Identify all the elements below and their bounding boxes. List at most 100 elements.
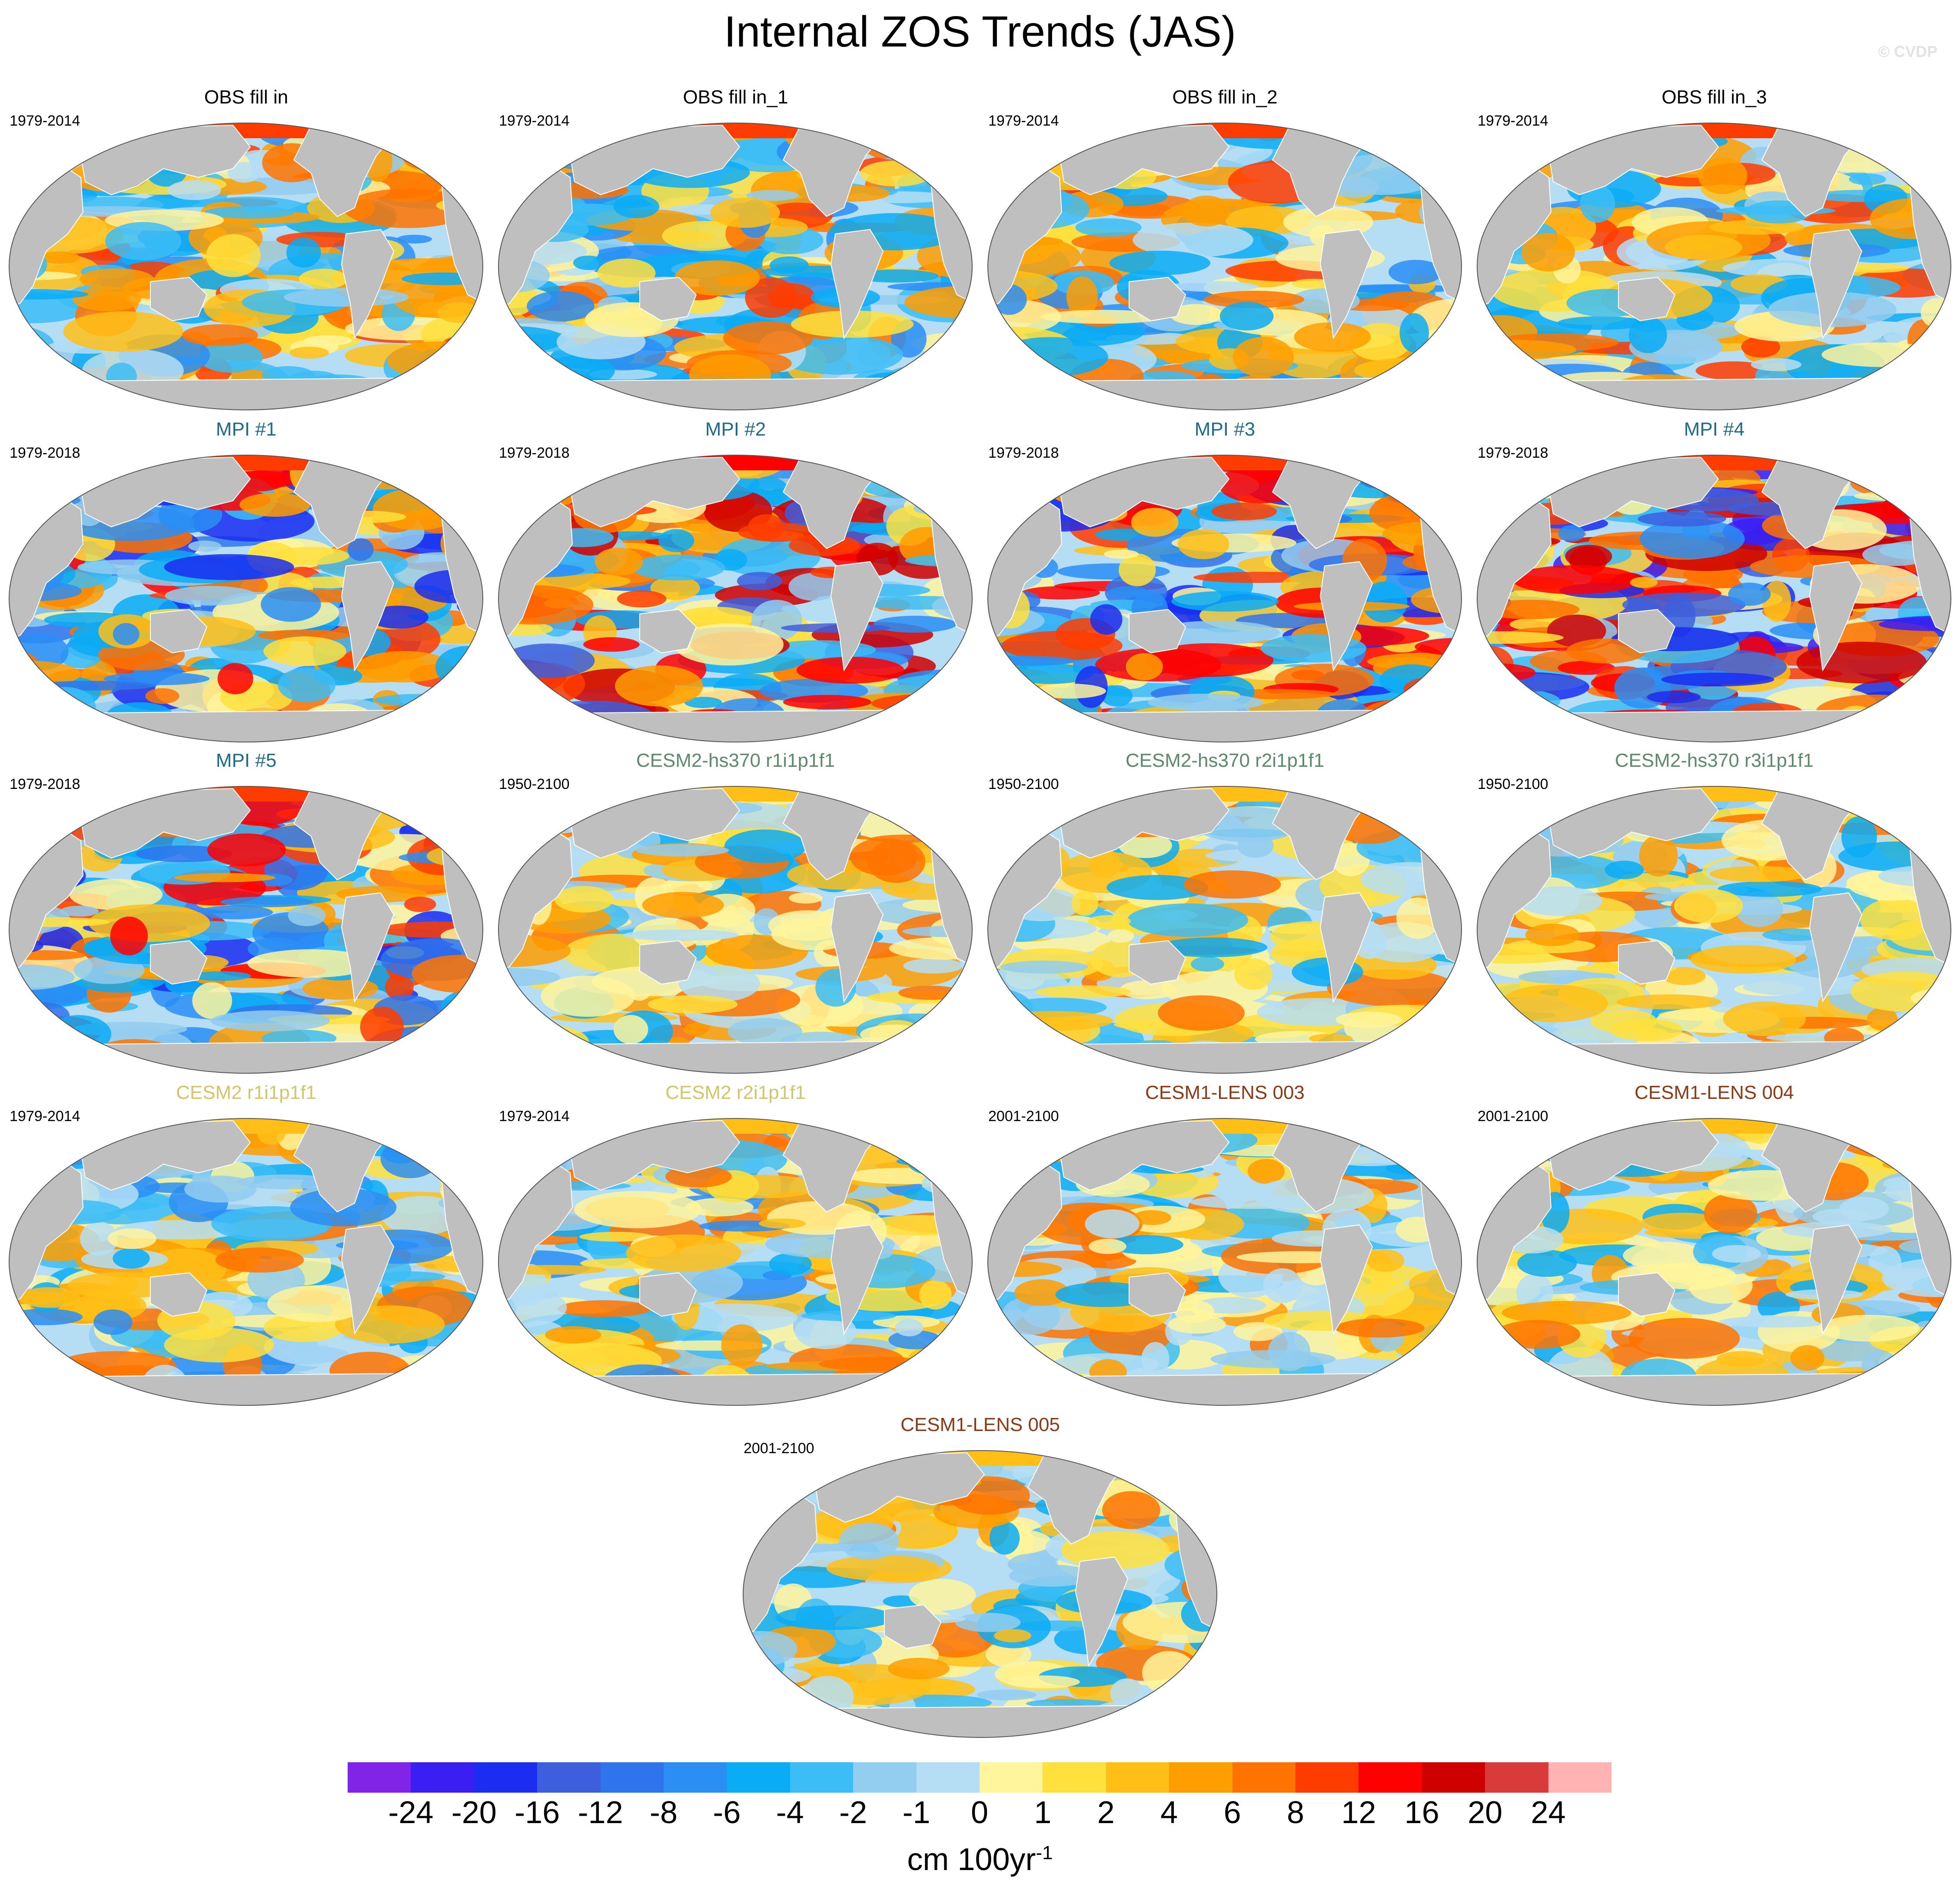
world-map (498, 786, 973, 1074)
map-panel: OBS fill in_3 1979-2014 (1470, 86, 1959, 416)
world-map (498, 1118, 973, 1406)
world-map (987, 1118, 1462, 1406)
world-map (987, 123, 1462, 410)
colorbar-tick: -16 (515, 1795, 560, 1830)
colorbar-swatch (1106, 1762, 1169, 1793)
panel-title: OBS fill in_2 (1172, 87, 1278, 108)
panel-title: CESM1-LENS 003 (1145, 1082, 1305, 1103)
colorbar-swatch (1169, 1762, 1233, 1793)
colorbar-tick: 0 (970, 1795, 989, 1830)
map-panel: CESM2-hs370 r3i1p1f1 1950-2100 (1470, 749, 1959, 1080)
colorbar-swatch (600, 1762, 664, 1793)
panel-title: MPI #3 (1194, 419, 1256, 440)
credit-watermark: © CVDP (1878, 43, 1937, 60)
world-map (987, 786, 1462, 1074)
map-panel: OBS fill in 1979-2014 (2, 86, 491, 416)
panel-title: CESM1-LENS 005 (900, 1414, 1060, 1435)
colorbar-tick: 1 (1034, 1795, 1052, 1830)
colorbar-tick: -1 (902, 1795, 930, 1830)
colorbar-swatch (1422, 1762, 1485, 1793)
panel-title: CESM2-hs370 r2i1p1f1 (1125, 750, 1325, 771)
world-map (987, 455, 1462, 742)
colorbar-swatch (1548, 1762, 1612, 1793)
world-map (498, 455, 973, 742)
colorbar-swatch (537, 1762, 601, 1793)
colorbar-tick: 24 (1531, 1795, 1566, 1830)
colorbar-swatch (1043, 1762, 1106, 1793)
colorbar-tick: -8 (649, 1795, 678, 1830)
colorbar-swatch (980, 1762, 1043, 1793)
colorbar-tick: 8 (1286, 1795, 1305, 1830)
colorbar-tick: -2 (839, 1795, 867, 1830)
panel-title: OBS fill in (204, 87, 289, 108)
map-panel: CESM1-LENS 003 2001-2100 (980, 1082, 1469, 1412)
colorbar-swatch (790, 1762, 854, 1793)
colorbar-tick: -20 (451, 1795, 497, 1830)
map-panel: MPI #3 1979-2018 (980, 418, 1469, 749)
colorbar-tick: -4 (776, 1795, 804, 1830)
colorbar-tick: 4 (1160, 1795, 1178, 1830)
panel-title: CESM2-hs370 r1i1p1f1 (636, 750, 835, 771)
world-map (1477, 123, 1951, 410)
panel-period: 1979-2014 (499, 1108, 570, 1125)
units-exponent: -1 (1036, 1842, 1053, 1864)
colorbar-units: cm 100yr-1 (0, 1834, 1960, 1879)
panel-period: 1979-2018 (10, 445, 80, 461)
units-label: cm 100yr (907, 1842, 1036, 1877)
panel-period: 1979-2014 (499, 113, 570, 129)
panel-period: 1979-2014 (988, 113, 1059, 129)
colorbar-swatch (1232, 1762, 1296, 1793)
figure-title: Internal ZOS Trends (JAS) (724, 7, 1236, 56)
world-map (1477, 1118, 1951, 1406)
map-panel: CESM2 r1i1p1f1 1979-2014 (2, 1082, 491, 1412)
world-map (1477, 455, 1951, 742)
colorbar-swatch (853, 1762, 917, 1793)
colorbar-tick: 20 (1468, 1795, 1503, 1830)
world-map (9, 786, 483, 1074)
colorbar-tick: 12 (1341, 1795, 1376, 1830)
panel-title: MPI #1 (216, 419, 277, 440)
map-panel: CESM2 r2i1p1f1 1979-2014 (491, 1082, 980, 1412)
colorbar-swatch (1296, 1762, 1359, 1793)
world-map (9, 455, 483, 742)
colorbar-swatch (727, 1762, 791, 1793)
panel-title: OBS fill in_3 (1661, 87, 1767, 108)
panel-period: 1979-2018 (10, 776, 80, 792)
colorbar-swatch (474, 1762, 538, 1793)
panel-period: 1979-2018 (988, 445, 1059, 461)
panel-period: 1979-2018 (1478, 445, 1548, 461)
panel-period: 1950-2100 (499, 776, 570, 792)
colorbar-tick: 16 (1404, 1795, 1439, 1830)
map-panel: CESM1-LENS 005 2001-2100 (736, 1414, 1225, 1744)
map-panel: OBS fill in_1 1979-2014 (491, 86, 980, 416)
panel-title: MPI #5 (216, 750, 277, 771)
colorbar-swatch (1359, 1762, 1422, 1793)
map-panel: MPI #1 1979-2018 (2, 418, 491, 749)
panel-title: OBS fill in_1 (683, 87, 788, 108)
colorbar-tick: 2 (1097, 1795, 1115, 1830)
colorbar-swatch (1485, 1762, 1549, 1793)
ocean-trend-field (498, 123, 972, 410)
panel-period: 1950-2100 (988, 776, 1059, 792)
colorbar-tick: -12 (578, 1795, 623, 1830)
map-panel: CESM2-hs370 r2i1p1f1 1950-2100 (980, 749, 1469, 1080)
map-panel: CESM1-LENS 004 2001-2100 (1470, 1082, 1959, 1412)
map-panel: CESM2-hs370 r1i1p1f1 1950-2100 (491, 749, 980, 1080)
world-map (1477, 786, 1951, 1074)
panel-title: MPI #4 (1684, 419, 1745, 440)
colorbar-tick: 6 (1223, 1795, 1241, 1830)
panel-period: 2001-2100 (988, 1108, 1059, 1125)
colorbar (348, 1762, 1612, 1793)
world-map (498, 123, 973, 410)
world-map (743, 1450, 1217, 1738)
panel-period: 1979-2014 (10, 113, 80, 129)
panel-title: CESM2-hs370 r3i1p1f1 (1615, 750, 1814, 771)
map-panel: MPI #2 1979-2018 (491, 418, 980, 749)
panel-period: 2001-2100 (744, 1440, 814, 1457)
panel-title: CESM2 r1i1p1f1 (176, 1082, 316, 1103)
panel-title: MPI #2 (705, 419, 766, 440)
panel-title: CESM2 r2i1p1f1 (665, 1082, 806, 1103)
colorbar-swatch (664, 1762, 727, 1793)
world-map (9, 1118, 483, 1406)
panel-period: 2001-2100 (1478, 1108, 1548, 1125)
